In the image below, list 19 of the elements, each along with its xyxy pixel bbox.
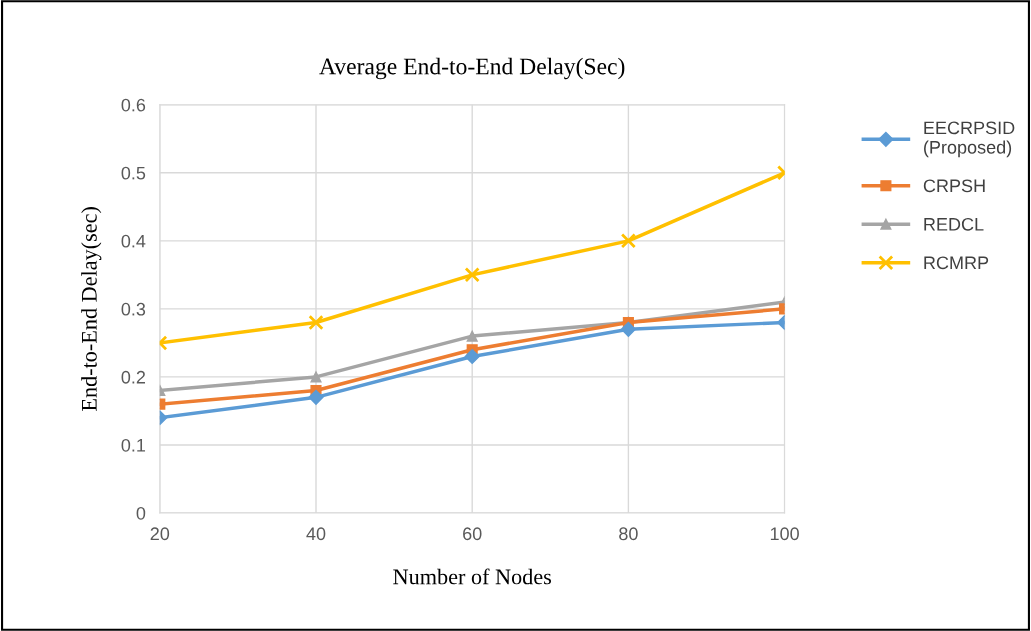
legend-label: RCMRP: [924, 256, 989, 270]
chart-title: Average End-to-End Delay(Sec): [319, 57, 625, 80]
legend-label: CRPSH: [923, 179, 985, 193]
x-tick-label: 20: [150, 527, 170, 541]
y-tick-label: 0.2: [121, 370, 146, 384]
y-tick-label: 0: [136, 506, 146, 520]
y-tick-label: 0.4: [121, 234, 146, 248]
y-tick-label: 0.1: [121, 438, 146, 452]
x-tick-label: 100: [770, 527, 799, 541]
y-tick-label: 0.3: [121, 302, 146, 316]
x-tick-label: 60: [463, 527, 482, 541]
legend-label: REDCL: [924, 217, 984, 231]
x-axis-title: Number of Nodes: [393, 568, 551, 585]
x-tick-label: 80: [619, 527, 638, 541]
legend-label: EECRPSID (Proposed): [924, 121, 1015, 158]
y-axis-title: End-to-End Delay(sec): [81, 207, 102, 411]
y-tick-label: 0.5: [121, 166, 146, 180]
y-tick-label: 0.6: [121, 98, 146, 112]
x-tick-label: 40: [306, 527, 326, 541]
